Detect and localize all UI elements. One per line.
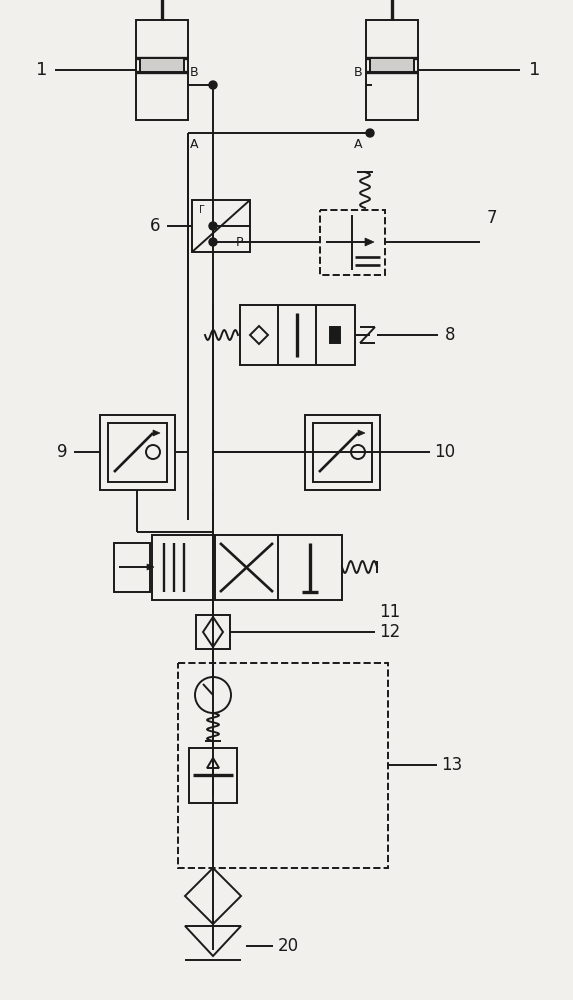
Circle shape [209,81,217,89]
Text: 8: 8 [445,326,456,344]
Text: B: B [190,66,199,80]
Text: 13: 13 [441,756,462,774]
Bar [114,543,150,592]
Polygon shape [147,564,154,570]
Text: 1: 1 [529,61,541,79]
Text: 7: 7 [486,209,497,227]
Bar [240,305,355,365]
Text: 1: 1 [36,61,48,79]
Text: A: A [190,138,198,151]
Bar [178,663,388,868]
Text: 20: 20 [277,937,299,955]
Bar [313,423,372,482]
Text: B: B [354,66,362,80]
Bar [366,20,418,120]
Circle shape [209,222,217,230]
Text: A: A [354,138,362,151]
Polygon shape [365,238,374,246]
Bar [305,415,380,490]
Circle shape [366,129,374,137]
Bar [192,200,250,252]
Text: 9: 9 [57,443,67,461]
Bar [136,20,188,120]
Bar [189,748,237,803]
Circle shape [209,238,217,246]
Text: 11: 11 [379,603,401,621]
Text: 12: 12 [379,623,401,641]
Bar [108,423,167,482]
Bar [330,327,340,343]
Bar [100,415,175,490]
Text: Γ: Γ [199,205,205,215]
Polygon shape [358,430,365,436]
Bar [370,58,414,72]
Text: P: P [236,235,244,248]
Polygon shape [153,430,160,436]
Bar [320,210,385,275]
Text: 6: 6 [150,217,160,235]
Bar [152,535,342,600]
Text: 10: 10 [434,443,456,461]
Bar [196,615,230,649]
Bar [140,58,184,72]
